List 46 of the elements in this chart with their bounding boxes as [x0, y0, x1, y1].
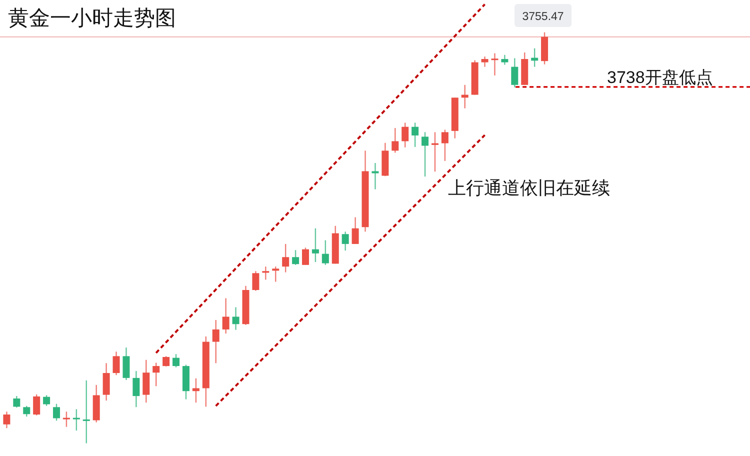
- candlestick: [122, 346, 130, 381]
- candlestick: [392, 127, 399, 154]
- candlestick: [491, 52, 498, 76]
- candlestick: [62, 411, 70, 428]
- candlestick: [172, 354, 180, 368]
- candlestick: [162, 356, 170, 368]
- annotation: 上行通道依旧在延续: [448, 178, 610, 199]
- candlestick: [132, 370, 140, 408]
- candlestick: [441, 129, 448, 162]
- candlestick: [43, 394, 50, 406]
- candlestick: [322, 240, 329, 266]
- candlestick: [142, 359, 150, 404]
- candlestick: [152, 362, 160, 387]
- candlestick: [262, 266, 270, 280]
- candlestick: [511, 58, 518, 88]
- candlestick: [3, 411, 10, 429]
- candlestick: [72, 408, 80, 432]
- candlestick: [33, 394, 40, 416]
- candlestick: [222, 298, 230, 334]
- candlestick: [212, 319, 220, 364]
- chart-title: 黄金一小时走势图: [8, 6, 176, 30]
- candlestick: [302, 247, 309, 266]
- candlestick: [112, 351, 120, 376]
- candlestick: [431, 132, 438, 172]
- candlestick: [481, 56, 488, 68]
- candlestick: [282, 243, 290, 273]
- candlestick: [13, 395, 20, 408]
- candlestick: [292, 250, 300, 266]
- candlestick: [252, 270, 260, 292]
- candlestick: [82, 380, 90, 444]
- candlestick: [372, 162, 379, 190]
- candlestick: [342, 231, 349, 252]
- candlestick: [402, 122, 409, 148]
- candlestick: [53, 403, 60, 422]
- candlestick: [412, 122, 419, 148]
- candlestick: [272, 266, 280, 282]
- candlestick: [232, 306, 240, 330]
- candlestick: [312, 228, 319, 263]
- candlestick: [102, 362, 110, 402]
- candlestick: [501, 54, 508, 66]
- candlestick: [192, 378, 200, 404]
- candlestick: [422, 132, 429, 178]
- text: 3755.47: [522, 11, 564, 23]
- ref-line-label: 3738开盘低点: [607, 68, 713, 87]
- candlestick: [352, 216, 359, 245]
- candlestick: [23, 405, 30, 418]
